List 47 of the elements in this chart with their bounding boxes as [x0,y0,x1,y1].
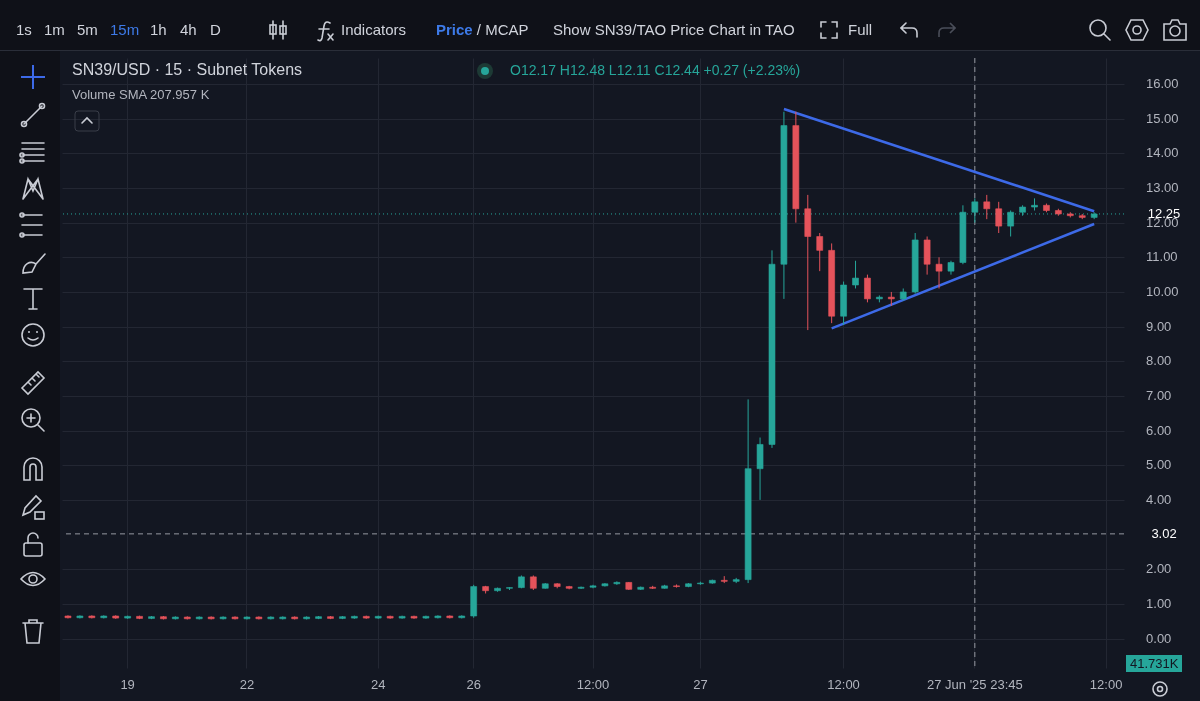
x-tick-label: 19 [120,676,135,692]
text: 15m [110,21,140,38]
y-tick-label: 0.00 [1146,630,1172,646]
y-tick-label: 8.00 [1146,353,1172,369]
y-tick-label: 16.00 [1146,75,1179,91]
candlestick [995,201,1003,234]
y-tick-label: 13.00 [1146,179,1179,195]
candlestick [613,580,621,586]
x-tick-label: 22 [239,676,255,692]
y-tick-label: 1.00 [1146,595,1172,611]
text: Show SN39/TAO Price Chart in TAO [553,21,795,38]
y-tick-label: 6.00 [1146,422,1172,438]
y-tick-label: 2.00 [1146,561,1172,577]
candlestick [864,274,871,303]
y-tick-label: 15.00 [1146,110,1179,126]
y-tick-label: 9.00 [1146,318,1172,334]
candlestick [852,260,859,289]
y-tick-label: 10.00 [1146,283,1179,299]
x-tick-label: 27 [693,676,708,692]
candlestick [983,194,991,220]
annotation: O12.17 H12.48 L12.11 C12.44 +0.27 (+2.23%) [510,62,801,78]
chart-title: SN39/USD · 15 · Subnet Tokens [72,61,303,79]
text: Price / MCAP [436,21,529,38]
text: 1h [150,21,167,38]
text: Indicators [341,21,407,38]
text: 1s [16,21,32,38]
annotation: Volume SMA 207.957 K [72,87,210,102]
y-tick-label: 4.00 [1146,491,1172,507]
x-tick-label: 24 [370,676,386,692]
y-tick-label: 11.00 [1146,249,1178,265]
x-tick-label: 12:00 [576,676,610,692]
x-tick-label: 12:00 [1089,676,1123,692]
text: 4h [180,21,197,38]
x-tick-label: 12:00 [827,676,860,692]
text: Full [848,21,873,38]
x-tick-label: 26 [466,676,481,692]
ref-line-label: 3.02 [1151,525,1177,541]
candlestick [935,256,943,289]
text: D [210,21,221,38]
text: 5m [77,21,98,38]
y-tick-label: 5.00 [1146,457,1172,473]
text: 1m [44,21,65,38]
y-tick-label: 7.00 [1146,387,1172,403]
x-tick-label: 27 Jun '25 23:45 [926,676,1023,692]
text: 41.731K [1126,655,1183,672]
y-tick-label: 14.00 [1146,145,1179,161]
candlestick [816,232,824,272]
